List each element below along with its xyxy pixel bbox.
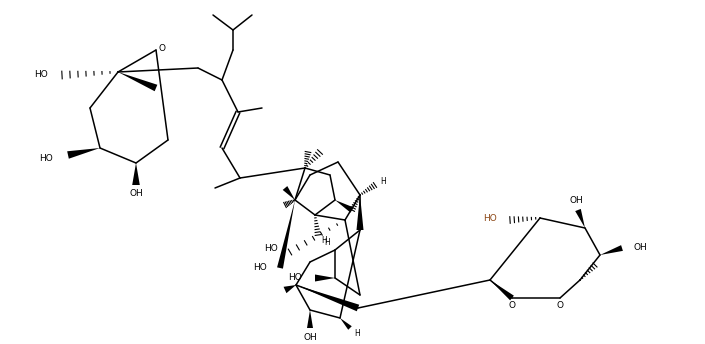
Text: HO: HO xyxy=(483,214,497,223)
Text: OH: OH xyxy=(634,243,648,251)
Polygon shape xyxy=(490,280,514,300)
Polygon shape xyxy=(296,285,360,311)
Polygon shape xyxy=(357,195,364,230)
Text: HO: HO xyxy=(35,69,48,78)
Polygon shape xyxy=(283,285,296,293)
Text: H: H xyxy=(354,329,360,337)
Text: HO: HO xyxy=(253,264,267,272)
Text: H: H xyxy=(380,176,386,185)
Text: HO: HO xyxy=(264,244,278,252)
Polygon shape xyxy=(277,200,295,269)
Polygon shape xyxy=(67,148,100,159)
Text: OH: OH xyxy=(569,195,583,204)
Text: OH: OH xyxy=(129,189,143,197)
Polygon shape xyxy=(600,245,623,255)
Polygon shape xyxy=(340,318,352,330)
Text: O: O xyxy=(556,301,563,311)
Polygon shape xyxy=(118,72,157,91)
Polygon shape xyxy=(307,310,313,328)
Polygon shape xyxy=(575,209,585,228)
Text: HO: HO xyxy=(288,273,302,282)
Text: O: O xyxy=(159,43,166,53)
Text: HO: HO xyxy=(39,153,53,162)
Polygon shape xyxy=(315,275,335,281)
Polygon shape xyxy=(283,186,295,200)
Text: H: H xyxy=(324,237,330,247)
Text: H: H xyxy=(321,236,326,245)
Text: O: O xyxy=(508,301,515,311)
Polygon shape xyxy=(335,200,353,213)
Text: OH: OH xyxy=(303,333,317,342)
Polygon shape xyxy=(133,163,140,185)
